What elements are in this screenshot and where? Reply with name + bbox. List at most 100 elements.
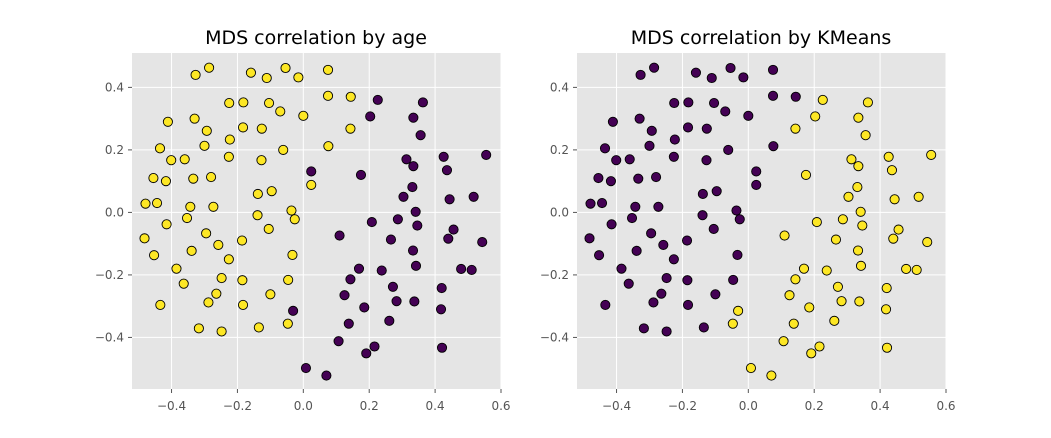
data-point <box>723 144 734 155</box>
data-point <box>361 348 372 359</box>
data-point <box>767 64 779 75</box>
data-point <box>322 64 334 75</box>
data-point <box>283 274 294 285</box>
data-point <box>638 323 649 334</box>
data-point <box>481 149 492 160</box>
plot-area <box>577 53 946 389</box>
data-point <box>731 205 742 216</box>
data-point <box>366 217 377 228</box>
data-point <box>649 62 660 73</box>
data-point <box>263 223 274 235</box>
data-point <box>683 97 694 108</box>
data-point <box>751 179 762 190</box>
data-point <box>245 67 256 78</box>
data-point <box>293 72 304 83</box>
data-point <box>600 299 611 310</box>
data-point <box>853 112 864 123</box>
data-point <box>178 278 189 289</box>
data-point <box>804 302 815 313</box>
data-point <box>767 90 779 101</box>
data-point <box>162 116 173 127</box>
data-point <box>333 336 344 347</box>
data-point <box>334 230 345 241</box>
data-point <box>384 315 395 326</box>
data-point <box>594 250 605 261</box>
data-point <box>339 290 350 301</box>
data-point <box>788 318 799 329</box>
data-point <box>584 233 595 244</box>
subplot-title: MDS correlation by age <box>205 27 427 49</box>
x-tick-label: −0.2 <box>223 399 252 413</box>
data-point <box>837 214 848 225</box>
y-tick-label: 0.4 <box>550 80 569 94</box>
data-point <box>213 239 224 250</box>
y-tick-label: 0.0 <box>105 205 124 219</box>
data-point <box>852 245 864 256</box>
y-tick-label: 0.2 <box>550 143 569 157</box>
data-point <box>280 62 291 74</box>
data-point <box>359 302 370 313</box>
data-point <box>345 123 356 134</box>
data-point <box>720 106 731 117</box>
data-point <box>223 254 234 265</box>
data-point <box>862 97 873 108</box>
data-point <box>790 91 801 102</box>
data-point <box>681 235 693 246</box>
data-point <box>391 296 402 307</box>
data-point <box>201 125 212 136</box>
data-point <box>727 318 738 329</box>
data-point <box>412 220 423 231</box>
data-point <box>181 212 193 224</box>
y-tick-label: −0.2 <box>540 268 569 282</box>
data-point <box>321 370 332 381</box>
y-tick-label: 0.4 <box>105 80 124 94</box>
data-point <box>140 198 151 209</box>
data-point <box>398 191 409 202</box>
data-point <box>790 123 801 134</box>
data-point <box>709 97 720 109</box>
x-tick-label: −0.4 <box>602 399 631 413</box>
data-point <box>201 228 212 239</box>
data-point <box>708 223 719 235</box>
data-point <box>682 275 693 286</box>
data-point <box>668 151 679 162</box>
data-point <box>779 230 790 241</box>
data-point <box>436 282 447 294</box>
data-point <box>236 235 248 246</box>
data-point <box>355 169 367 180</box>
data-point <box>278 144 289 155</box>
data-point <box>648 297 659 308</box>
data-point <box>698 322 709 333</box>
x-tick-label: 0.2 <box>360 399 379 413</box>
data-point <box>466 264 477 275</box>
data-point <box>199 140 210 151</box>
data-point <box>189 113 200 124</box>
data-point <box>846 154 857 165</box>
data-point <box>605 176 616 187</box>
data-point <box>682 299 694 310</box>
data-point <box>256 155 267 166</box>
data-point <box>810 111 821 122</box>
data-point <box>345 91 356 102</box>
data-point <box>435 304 447 315</box>
data-point <box>224 97 235 109</box>
data-point <box>857 220 868 231</box>
data-point <box>635 69 646 80</box>
data-point <box>860 130 871 141</box>
data-point <box>634 113 645 124</box>
subplot-mds-by-kmeans: −0.4 −0.2 0.0 0.2 0.4 0.6 −0.4 −0.2 0.0 0.2 0.4 MDS… <box>540 27 956 413</box>
data-point <box>623 278 634 289</box>
data-point <box>778 336 789 347</box>
data-point <box>854 296 865 307</box>
data-point <box>832 281 843 292</box>
data-point <box>186 245 197 256</box>
data-point <box>385 234 397 245</box>
x-tick-label: 0.4 <box>871 399 890 413</box>
data-point <box>216 272 227 284</box>
data-point <box>322 90 334 101</box>
data-point <box>408 161 419 172</box>
data-point <box>216 326 227 337</box>
data-point <box>658 239 669 250</box>
subplot-title: MDS correlation by KMeans <box>631 27 892 49</box>
data-point <box>298 110 309 121</box>
